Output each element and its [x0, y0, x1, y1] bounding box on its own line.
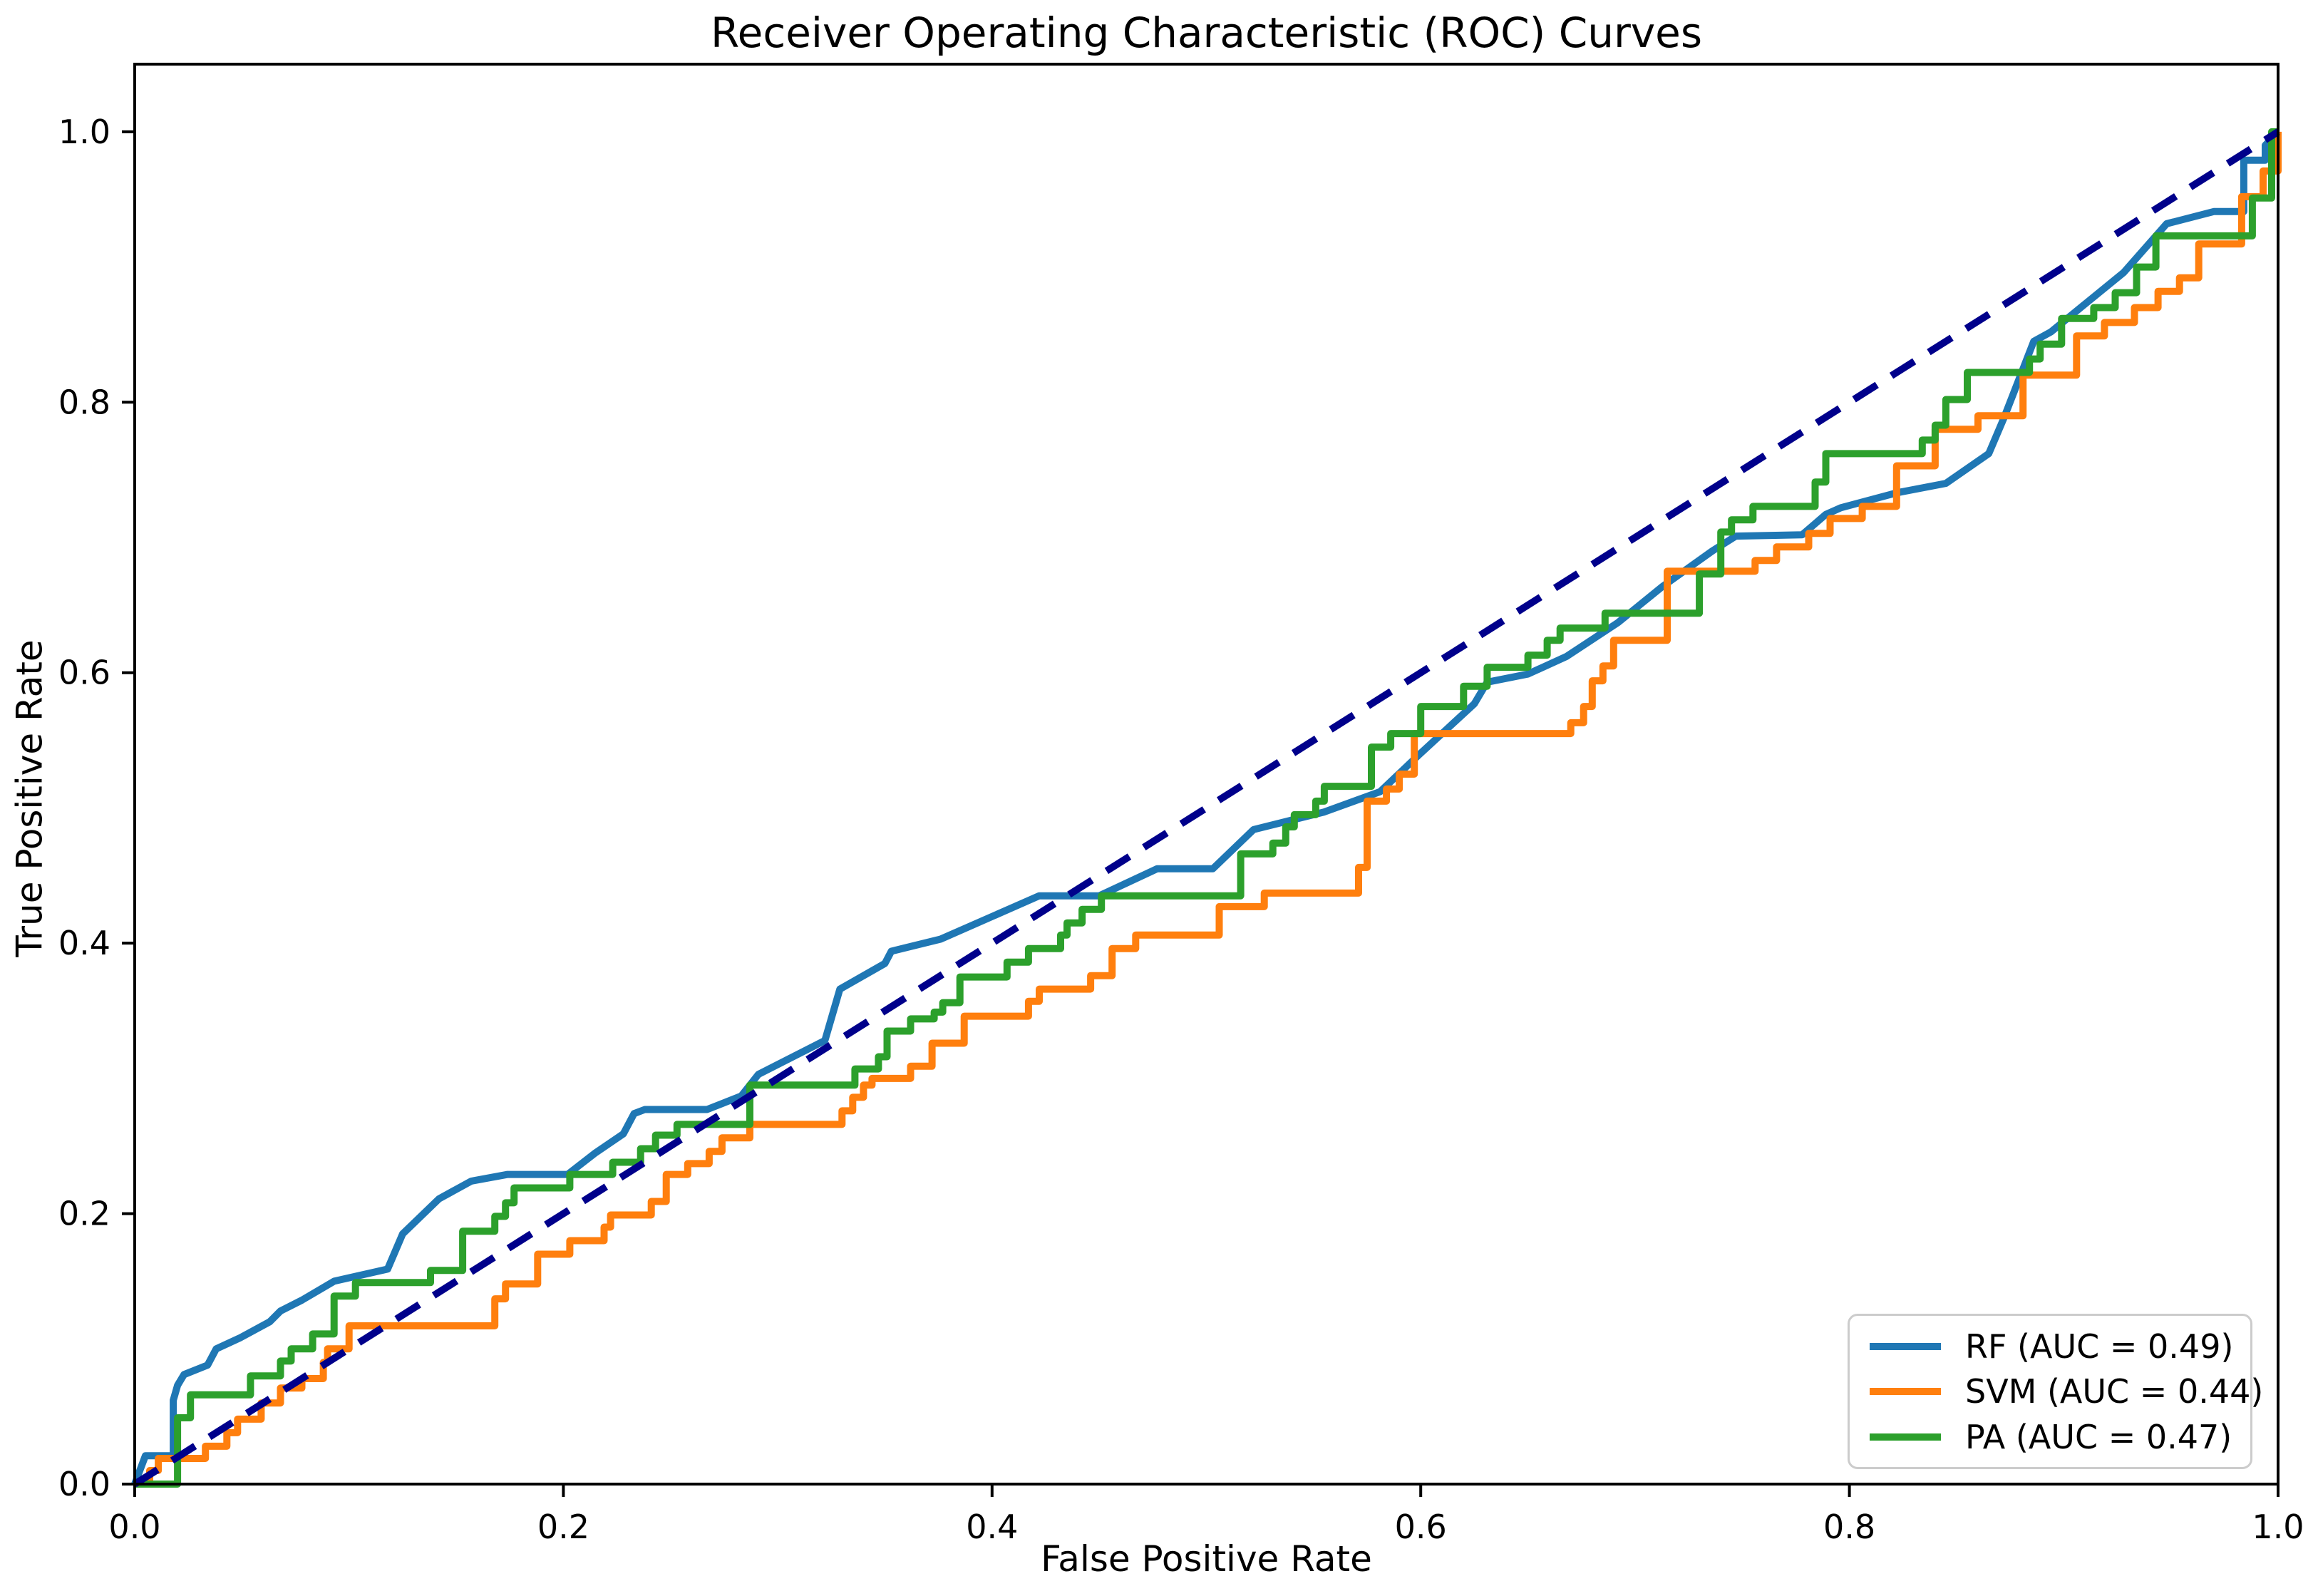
- axes-frame: [133, 63, 2279, 1486]
- y-tick-label: 0.8: [58, 383, 110, 421]
- rf-line-swatch: [1870, 1342, 1941, 1350]
- legend-label-pa: PA (AUC = 0.47): [1965, 1417, 2232, 1456]
- y-tick-label: 0.0: [58, 1465, 110, 1503]
- y-tick-label: 1.0: [58, 113, 110, 151]
- legend-label-rf: RF (AUC = 0.49): [1965, 1327, 2234, 1366]
- x-tick-label: 0.4: [966, 1508, 1018, 1546]
- legend-row-svm: SVM (AUC = 0.44): [1850, 1372, 2263, 1411]
- legend-row-rf: RF (AUC = 0.49): [1850, 1327, 2250, 1366]
- legend-box: RF (AUC = 0.49) SVM (AUC = 0.44) PA (AUC…: [1848, 1314, 2263, 1469]
- y-axis-label: True Positive Rate: [9, 639, 51, 957]
- y-tick-label: 0.2: [58, 1195, 110, 1233]
- x-tick-label: 0.0: [108, 1508, 160, 1546]
- rf-curve: [131, 129, 2281, 1486]
- y-tick-label: 0.6: [58, 654, 110, 692]
- pa-curve: [135, 128, 2278, 1488]
- y-tick-label: 0.4: [58, 924, 110, 962]
- svm-line-swatch: [1870, 1388, 1941, 1395]
- legend-row-pa: PA (AUC = 0.47): [1850, 1418, 2250, 1456]
- x-tick-label: 0.8: [1823, 1508, 1875, 1546]
- chart-title: Receiver Operating Characteristic (ROC) …: [710, 9, 1703, 57]
- chance-diagonal-curve: [133, 128, 2280, 1488]
- legend-label-svm: SVM (AUC = 0.44): [1965, 1372, 2264, 1411]
- x-tick-label: 0.6: [1395, 1508, 1447, 1546]
- x-tick-label: 1.0: [2252, 1508, 2304, 1546]
- pa-line-swatch: [1870, 1433, 1941, 1441]
- x-axis-label: False Positive Rate: [1041, 1538, 1372, 1580]
- y-axis-label-wrap: True Positive Rate: [0, 0, 60, 1596]
- x-tick-label: 0.2: [537, 1508, 589, 1546]
